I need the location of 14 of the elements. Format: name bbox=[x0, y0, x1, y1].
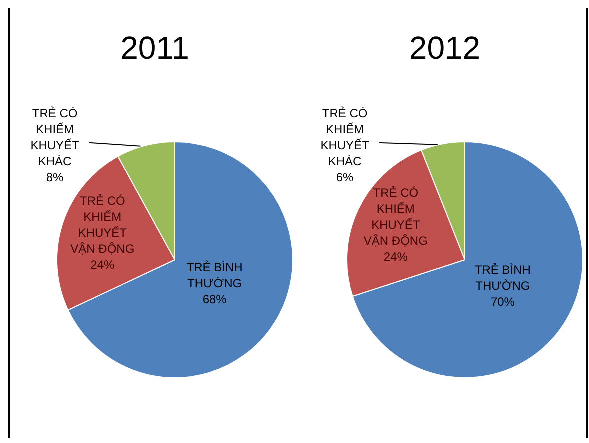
data-label: 70% bbox=[490, 295, 516, 310]
slice-label: TRẺ BÌNH THƯỜNG bbox=[474, 263, 531, 294]
data-label: 6% bbox=[336, 170, 354, 184]
chart-title: 2012 bbox=[408, 30, 482, 67]
slice-label: TRẺ BÌNH THƯỜNG bbox=[186, 260, 243, 290]
data-label: 8% bbox=[46, 170, 64, 184]
slice-label: TRẺ CÓ KHIẾM KHUYẾT KHÁC bbox=[320, 106, 370, 168]
data-label: 68% bbox=[202, 292, 228, 306]
slice-label: TRẺ CÓ KHIẾM KHUYẾT VẬN ĐỘNG bbox=[364, 186, 428, 248]
chart-title: 2011 bbox=[120, 30, 190, 67]
data-label: 24% bbox=[384, 250, 408, 264]
data-label: 24% bbox=[90, 258, 115, 272]
slice-label: TRẺ CÓ KHIẾM KHUYẾT VẬN ĐỘNG bbox=[70, 194, 135, 256]
slice-label: TRẺ CÓ KHIẾM KHUYẾT KHÁC bbox=[30, 106, 80, 168]
